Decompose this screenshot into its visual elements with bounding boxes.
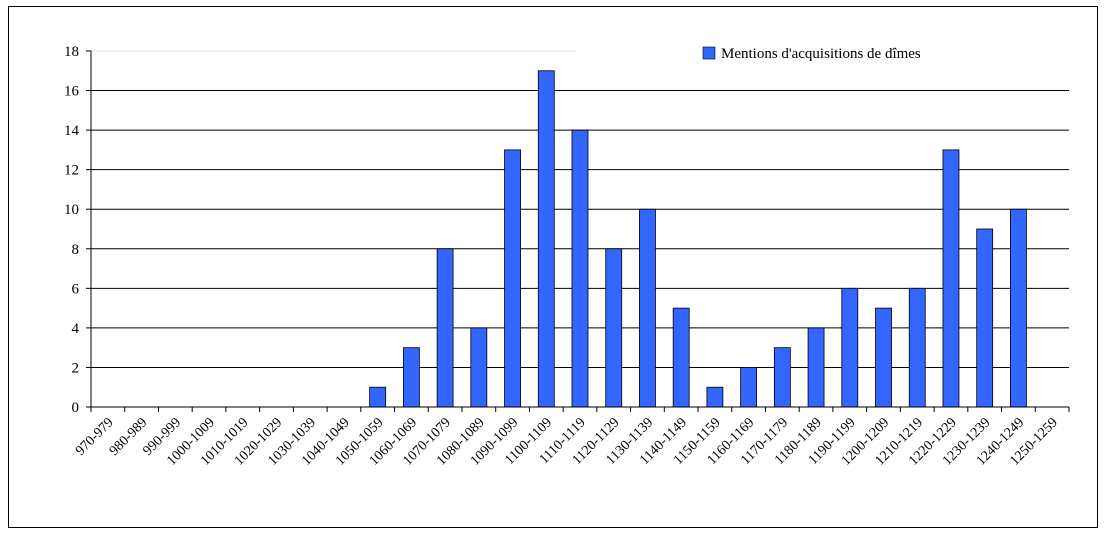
bar-1120-1129 [605, 248, 623, 408]
bar-1060-1069 [402, 347, 420, 408]
y-tick-label: 10 [64, 202, 79, 218]
bar-1160-1169 [740, 367, 758, 408]
bar-1210-1219 [908, 287, 926, 408]
y-tick-label: 2 [72, 360, 80, 376]
bar-1150-1159 [706, 386, 724, 408]
y-tick-label: 4 [72, 321, 80, 337]
legend-swatch [702, 46, 716, 60]
bar-1180-1189 [807, 327, 825, 408]
legend-label: Mentions d'acquisitions de dîmes [721, 46, 921, 62]
y-tick-label: 14 [64, 123, 80, 139]
bars [369, 70, 1027, 408]
y-tick-labels: 0 2 4 6 8 10 12 14 16 18 [64, 44, 80, 416]
bar-1130-1139 [639, 208, 656, 408]
bar-1190-1199 [841, 287, 859, 408]
bar-chart: 0 2 4 6 8 10 12 14 16 18 970-979980-989990-999100… [64, 44, 1070, 469]
bar-1080-1089 [470, 327, 488, 408]
bar-1090-1099 [504, 149, 521, 408]
bar-1230-1239 [976, 228, 994, 408]
y-tick-label: 8 [72, 242, 80, 258]
y-tick-label: 6 [72, 281, 80, 297]
bar-1070-1079 [436, 248, 454, 408]
legend: Mentions d'acquisitions de dîmes [702, 46, 921, 62]
bar-1200-1209 [875, 307, 892, 408]
bar-1140-1149 [672, 307, 690, 408]
chart-frame: 0 2 4 6 8 10 12 14 16 18 970-979 980-989 990-999 100… [8, 6, 1098, 528]
y-tick-label: 0 [72, 400, 80, 416]
y-tick-label: 16 [64, 84, 80, 100]
bar-1240-1249 [1010, 208, 1027, 408]
y-tick-label: 12 [64, 163, 79, 179]
axes [86, 50, 1070, 412]
bar-1170-1179 [773, 347, 791, 408]
x-tick-labels: 970-979980-989990-9991000-10091010-10191… [73, 415, 1061, 469]
bar-1100-1109 [537, 70, 555, 408]
bar-1050-1059 [369, 386, 387, 408]
y-tick-label: 18 [64, 44, 79, 60]
bar-1220-1229 [942, 149, 960, 408]
bar-1110-1119 [571, 129, 589, 408]
